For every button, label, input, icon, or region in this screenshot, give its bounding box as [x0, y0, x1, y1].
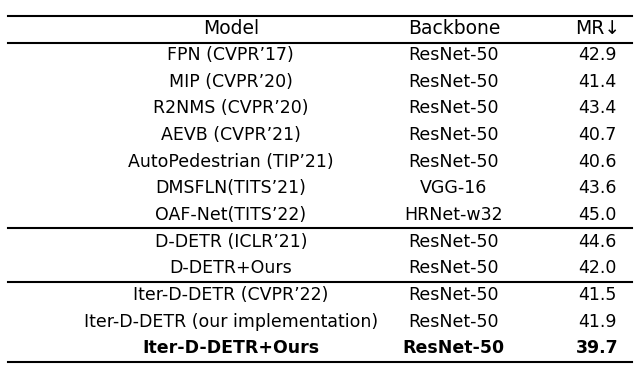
Text: D-DETR (ICLR’21): D-DETR (ICLR’21) [154, 233, 307, 251]
Text: 45.0: 45.0 [578, 206, 616, 224]
Text: D-DETR+Ours: D-DETR+Ours [170, 259, 292, 277]
Text: Model: Model [203, 19, 259, 38]
Text: R2NMS (CVPR’20): R2NMS (CVPR’20) [153, 99, 308, 117]
Text: ResNet-50: ResNet-50 [408, 126, 499, 144]
Text: 42.9: 42.9 [578, 46, 616, 64]
Text: ResNet-50: ResNet-50 [408, 46, 499, 64]
Text: AEVB (CVPR’21): AEVB (CVPR’21) [161, 126, 301, 144]
Text: FPN (CVPR’17): FPN (CVPR’17) [168, 46, 294, 64]
Text: ResNet-50: ResNet-50 [408, 286, 499, 304]
Text: MR↓: MR↓ [575, 19, 620, 38]
Text: ResNet-50: ResNet-50 [403, 340, 505, 357]
Text: 42.0: 42.0 [578, 259, 616, 277]
Text: Iter-D-DETR (our implementation): Iter-D-DETR (our implementation) [84, 313, 378, 331]
Text: 39.7: 39.7 [576, 340, 618, 357]
Text: DMSFLN(TITS’21): DMSFLN(TITS’21) [156, 179, 306, 197]
Text: ResNet-50: ResNet-50 [408, 99, 499, 117]
Text: OAF-Net(TITS’22): OAF-Net(TITS’22) [156, 206, 307, 224]
Text: 40.7: 40.7 [578, 126, 616, 144]
Text: Iter-D-DETR+Ours: Iter-D-DETR+Ours [142, 340, 319, 357]
Text: Backbone: Backbone [408, 19, 500, 38]
Text: HRNet-w32: HRNet-w32 [404, 206, 503, 224]
Text: Iter-D-DETR (CVPR’22): Iter-D-DETR (CVPR’22) [133, 286, 328, 304]
Text: ResNet-50: ResNet-50 [408, 233, 499, 251]
Text: ResNet-50: ResNet-50 [408, 152, 499, 171]
Text: AutoPedestrian (TIP’21): AutoPedestrian (TIP’21) [128, 152, 333, 171]
Text: 41.5: 41.5 [578, 286, 616, 304]
Text: MIP (CVPR’20): MIP (CVPR’20) [169, 73, 292, 90]
Text: ResNet-50: ResNet-50 [408, 73, 499, 90]
Text: 40.6: 40.6 [578, 152, 616, 171]
Text: ResNet-50: ResNet-50 [408, 313, 499, 331]
Text: VGG-16: VGG-16 [420, 179, 488, 197]
Text: 41.9: 41.9 [578, 313, 616, 331]
Text: 41.4: 41.4 [578, 73, 616, 90]
Text: 43.4: 43.4 [578, 99, 616, 117]
Text: 44.6: 44.6 [578, 233, 616, 251]
Text: 43.6: 43.6 [578, 179, 616, 197]
Text: ResNet-50: ResNet-50 [408, 259, 499, 277]
